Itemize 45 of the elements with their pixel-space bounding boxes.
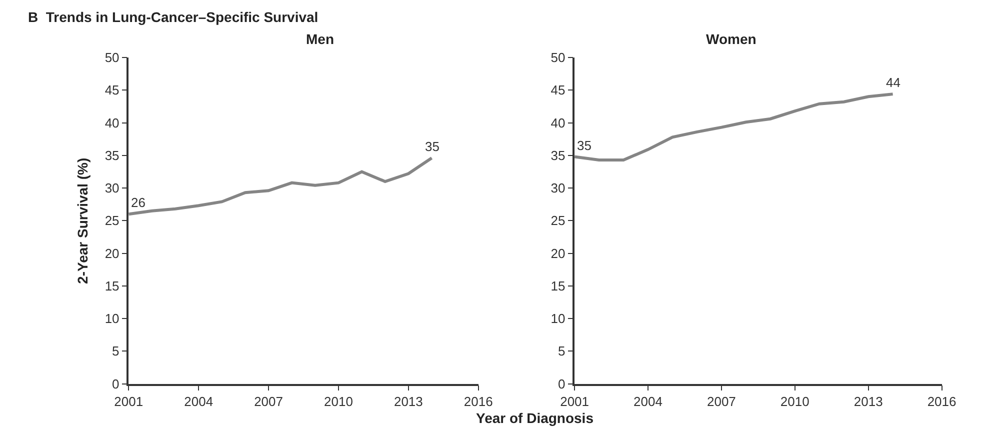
data-label: 44 [886,75,900,90]
y-tick-label: 50 [104,50,120,66]
y-tick-label: 50 [550,50,566,66]
x-tick-label: 2001 [560,394,590,410]
y-tick-label: 15 [104,278,120,294]
y-tick-label: 40 [550,115,566,130]
y-tick-label: 40 [104,115,120,130]
x-tick-label: 2016 [927,394,956,410]
y-tick-label: 10 [104,311,120,326]
x-tick-label: 2010 [780,394,810,410]
y-axis-title: 2-Year Survival (%) [74,158,91,284]
x-axis-title: Year of Diagnosis [476,410,594,426]
data-label: 35 [577,138,592,153]
text: B Trends in Lung-Cancer–Specific Survival [28,9,318,25]
data-label: 26 [131,195,146,210]
y-tick-label: 45 [550,82,566,98]
y-tick-label: 35 [104,148,120,163]
data-label: 35 [425,139,440,154]
line-series [574,92,894,162]
x-tick-label: 2001 [114,394,144,410]
y-tick-label: 30 [104,180,120,196]
y-tick-label: 35 [550,148,566,163]
y-tick-label: 30 [550,180,566,196]
y-tick-label: 25 [104,213,120,228]
chart-title: Men [306,31,334,47]
y-tick-label: 20 [550,246,566,261]
x-tick-label: 2007 [706,394,736,410]
x-tick-label: 2016 [464,394,493,410]
line-series [128,156,434,216]
y-tick-label: 5 [112,344,120,359]
y-tick-label: 45 [104,82,120,98]
y-tick-label: 10 [550,311,566,326]
x-tick-label: 2004 [184,394,214,410]
y-tick-label: 5 [558,344,566,359]
y-tick-label: 25 [550,213,566,228]
x-tick-label: 2013 [854,394,883,410]
x-tick-label: 2007 [254,394,283,410]
chart-title: Women [706,31,756,47]
x-tick-label: 2004 [634,394,662,410]
y-tick-label: 0 [558,376,566,392]
y-tick-label: 15 [550,278,566,294]
y-tick-label: 0 [112,376,120,392]
x-tick-label: 2013 [394,394,423,410]
x-tick-label: 2010 [324,394,353,410]
y-tick-label: 20 [104,246,120,261]
